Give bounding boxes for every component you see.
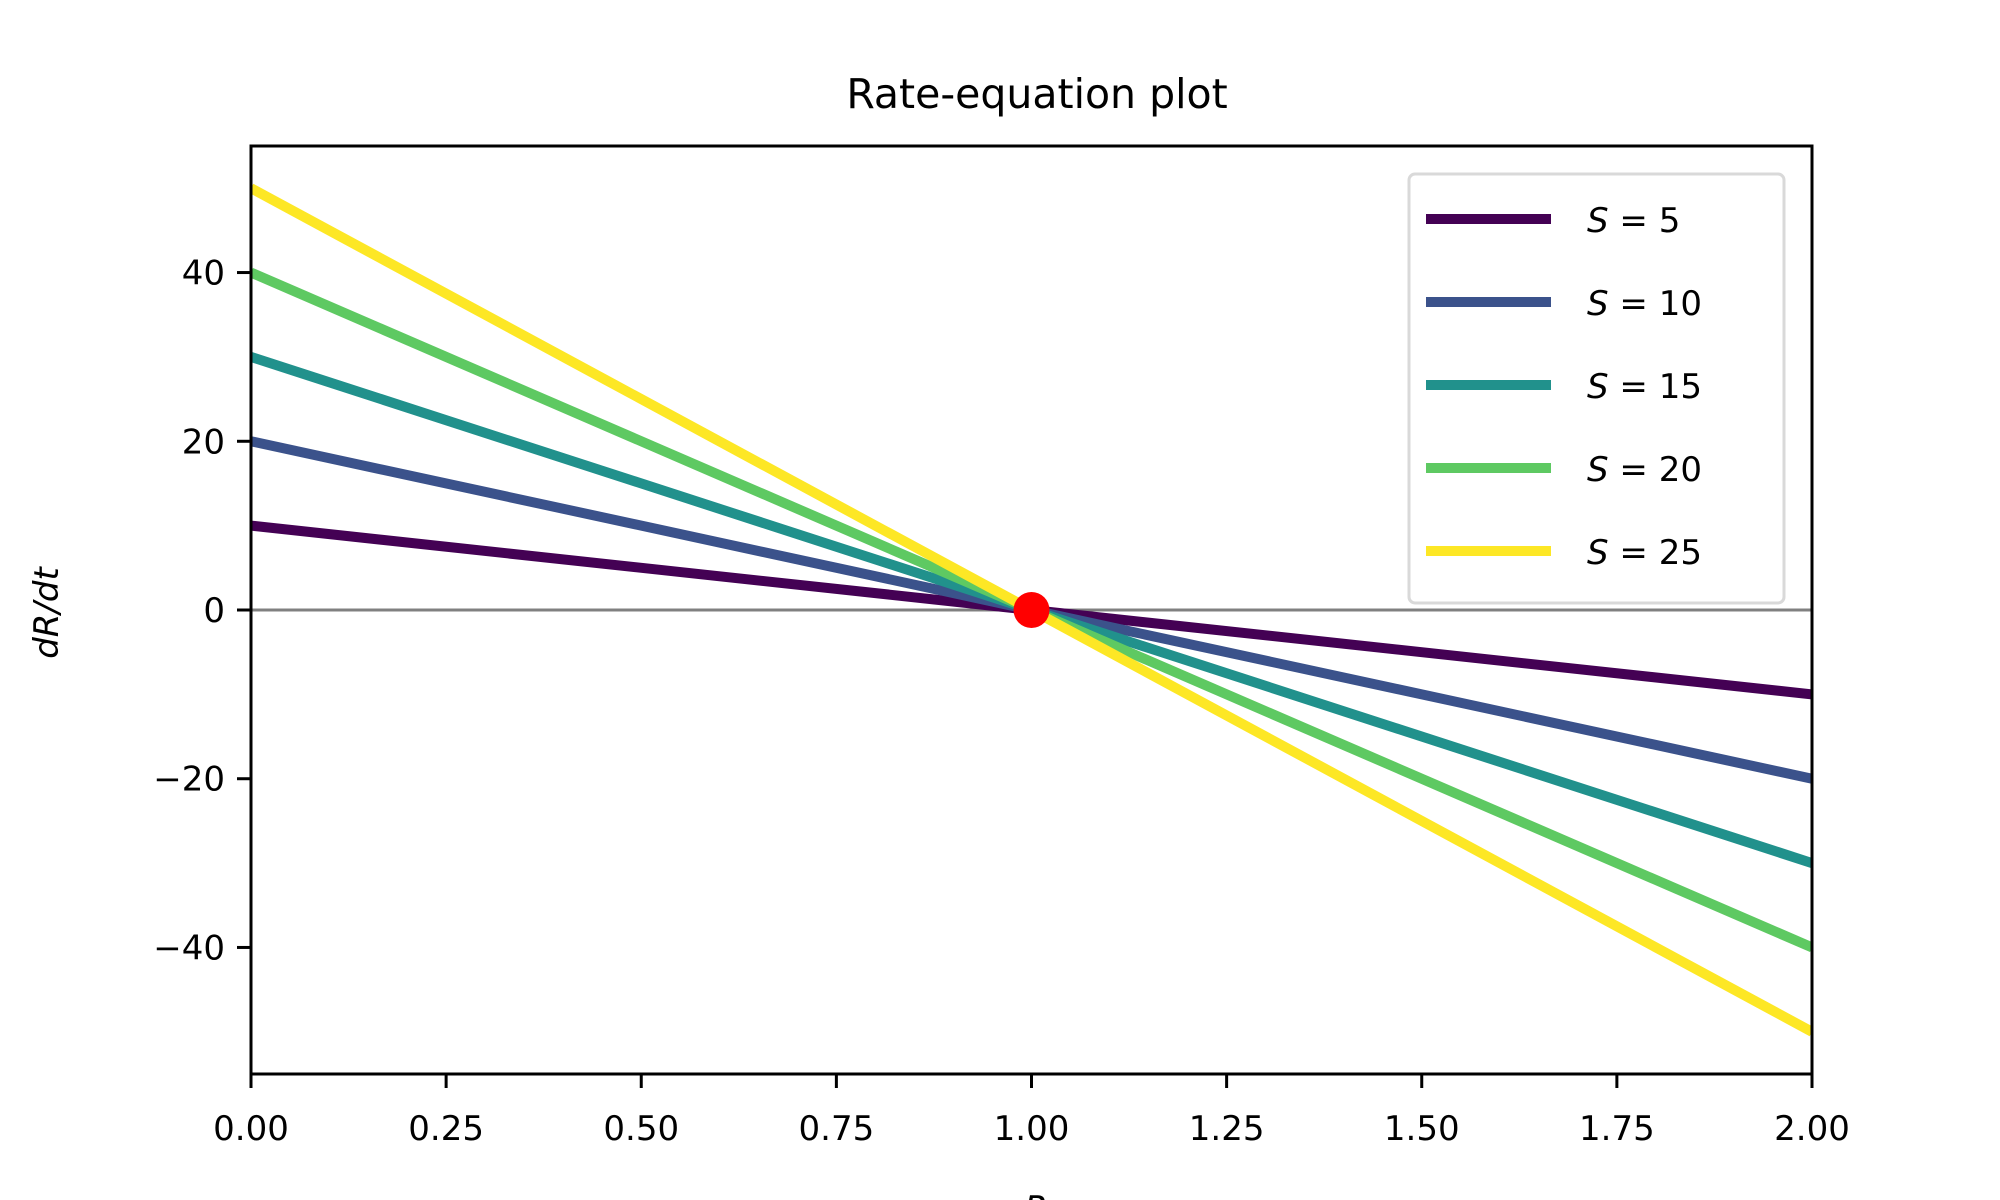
plot-area	[249, 144, 1814, 1076]
x-tick-label: 2.00	[1774, 1109, 1850, 1149]
legend-label-5: S = 25	[1587, 533, 1702, 573]
x-tick-label: 0.25	[408, 1109, 484, 1149]
legend-label-1: S = 5	[1587, 201, 1680, 241]
x-tick-label: 0.00	[213, 1109, 289, 1149]
x-tick-label: 0.75	[799, 1109, 875, 1149]
legend: S = 5 S = 10 S = 15 S = 20 S = 25	[1407, 172, 1786, 605]
legend-label-2: S = 10	[1587, 284, 1702, 324]
x-tick-label: 1.75	[1579, 1109, 1655, 1149]
plot-clip-group	[251, 183, 1812, 1037]
y-axis: −40 −20 0 20 40	[153, 254, 251, 968]
equilibrium-point	[1013, 592, 1050, 628]
y-tick-label: −20	[153, 760, 225, 800]
y-tick-label: 0	[203, 591, 225, 631]
x-tick-label: 1.50	[1384, 1109, 1460, 1149]
y-tick-label: 20	[182, 422, 225, 462]
legend-label-4: S = 20	[1587, 450, 1702, 490]
y-tick-label: −40	[153, 928, 225, 968]
y-tick-label: 40	[182, 254, 225, 294]
legend-label-3: S = 15	[1587, 367, 1702, 407]
x-axis-label: R	[1024, 1189, 1048, 1200]
legend-frame	[1407, 172, 1786, 605]
x-tick-label: 0.50	[603, 1109, 679, 1149]
y-axis-label: dR/dt	[27, 566, 67, 659]
x-tick-label: 1.00	[994, 1109, 1070, 1149]
x-tick-label: 1.25	[1189, 1109, 1265, 1149]
x-axis: 0.00 0.25 0.50 0.75 1.00 1.25 1.50 1.75 2.00	[213, 1074, 1850, 1149]
chart-title: Rate-equation plot	[846, 70, 1227, 118]
